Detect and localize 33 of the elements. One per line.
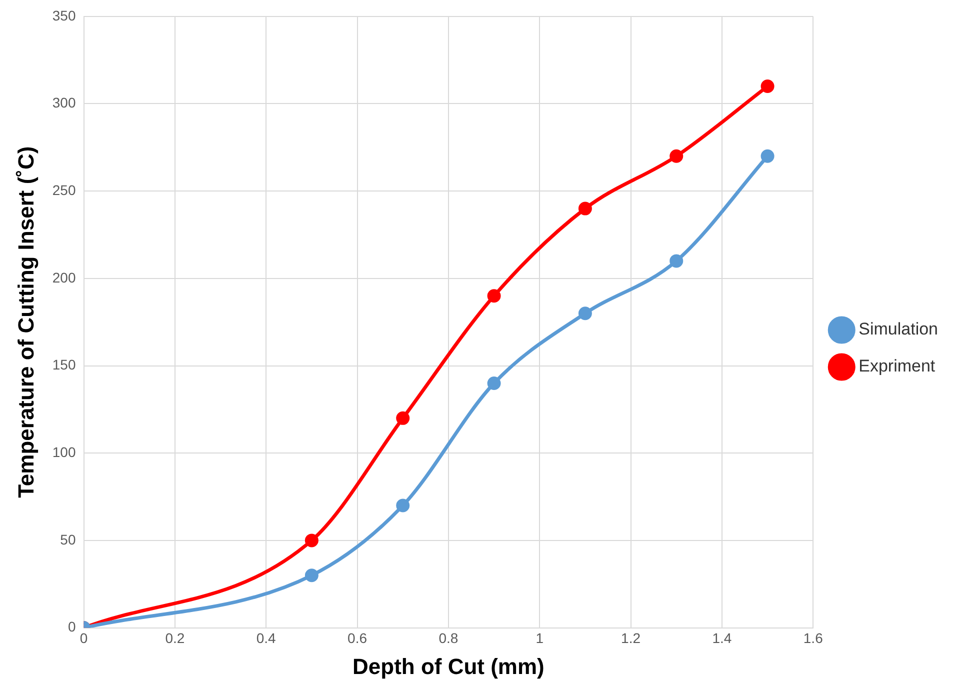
- y-tick-label: 250: [52, 182, 76, 198]
- point: [396, 498, 410, 512]
- point: [487, 376, 501, 390]
- point: [578, 202, 592, 216]
- point: [670, 254, 684, 268]
- x-tick-label: 0.6: [348, 630, 368, 646]
- x-tick-label: 0.2: [165, 630, 185, 646]
- x-tick-label: 1: [536, 630, 544, 646]
- point: [760, 149, 774, 163]
- point: [578, 306, 592, 320]
- point: [396, 411, 410, 425]
- x-tick-label: 0: [80, 630, 88, 646]
- point: [304, 534, 318, 548]
- y-tick-label: 50: [60, 531, 76, 548]
- x-tick-label: 0.4: [256, 630, 276, 646]
- y-tick-label: 150: [52, 356, 76, 373]
- point: [487, 289, 501, 303]
- x-axis-title: Depth of Cut (mm): [352, 654, 544, 679]
- point: [760, 80, 774, 94]
- y-tick-label: 300: [52, 94, 76, 111]
- y-tick-label: 350: [52, 7, 76, 24]
- legend-label: Simulation: [858, 320, 938, 339]
- x-tick-label: 1.2: [621, 630, 641, 646]
- y-tick-label: 200: [52, 269, 76, 286]
- y-axis-title: Temperature of Cutting Insert (˚C): [13, 146, 38, 498]
- point: [670, 149, 684, 163]
- x-tick-label: 0.8: [438, 630, 458, 646]
- x-tick-label: 1.4: [712, 630, 732, 646]
- legend-label: Expriment: [858, 356, 936, 376]
- y-tick-label: 100: [52, 444, 76, 460]
- y-tick-label: 0: [68, 618, 76, 635]
- point: [304, 568, 318, 582]
- x-tick-label: 1.6: [803, 630, 824, 646]
